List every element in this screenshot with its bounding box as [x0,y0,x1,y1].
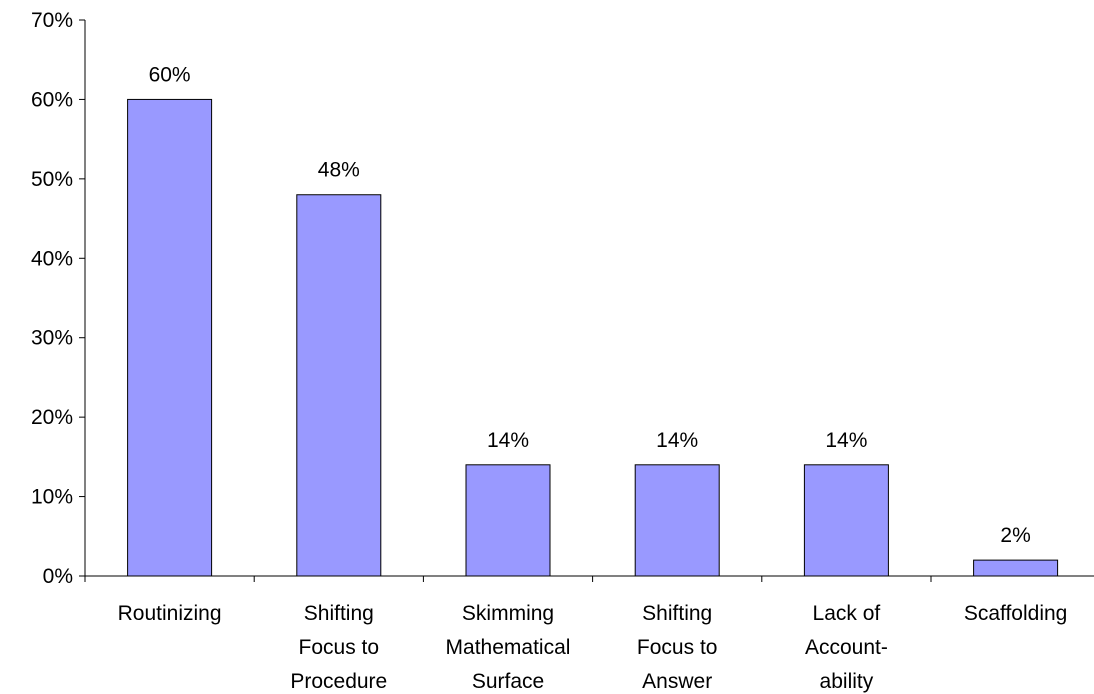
y-tick-label: 50% [31,168,73,191]
category-label-line: Procedure [290,670,387,693]
category-label-line: Focus to [299,636,380,659]
bar [634,464,720,577]
category-label-line: Skimming [462,602,554,625]
data-label: 14% [825,429,867,452]
y-tick-label: 0% [43,565,73,588]
category-label-line: Mathematical [446,636,571,659]
category-label-line: Scaffolding [964,602,1068,625]
x-axis: Routinizing Shifting Focus to Procedure Skim… [84,575,1094,693]
y-tick-label: 70% [31,9,73,32]
category-label-line: Lack of [813,602,881,625]
category-label-line: ability [820,670,874,693]
category-label-line: Focus to [637,636,718,659]
category-label: Skimming Mathematical Surface [446,602,571,693]
category-label: Lack of Account-ability [805,602,888,693]
category-label-line: Account- [805,636,888,659]
bar [465,464,551,577]
bar [127,98,213,577]
category-label-line: Surface [472,670,544,693]
bar [803,464,889,577]
y-tick-label: 20% [31,406,73,429]
data-labels: 60% 48% 14% 14% 14% 2% [149,63,1031,547]
category-label: Scaffolding [964,602,1068,625]
data-label: 48% [318,159,360,182]
y-tick-label: 10% [31,486,73,509]
category-label: Routinizing [118,602,222,625]
data-label: 2% [1000,524,1030,547]
bar [973,559,1059,577]
data-label: 60% [149,63,191,86]
category-label-line: Shifting [642,602,712,625]
y-tick-label: 30% [31,327,73,350]
category-label-line: Answer [642,670,712,693]
category-label-line: Shifting [304,602,374,625]
data-label: 14% [487,429,529,452]
bars [127,98,1059,577]
y-axis: 0% 10% 20% 30% 40% 50% 60% 70% [31,9,86,588]
bar [296,194,382,577]
y-tick-label: 40% [31,247,73,270]
y-tick-label: 60% [31,88,73,111]
category-label: Shifting Focus to Procedure [290,602,387,693]
data-label: 14% [656,429,698,452]
category-label: Shifting Focus to Answer [637,602,718,693]
category-label-line: Routinizing [118,602,222,625]
